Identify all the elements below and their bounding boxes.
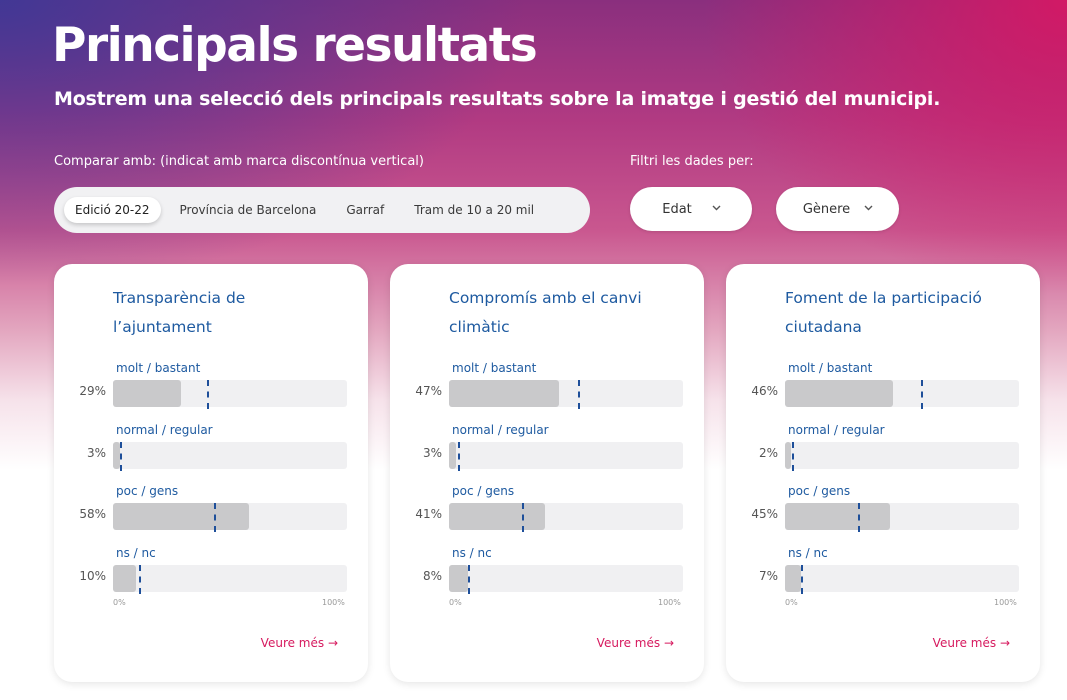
- bar-fill: [785, 442, 791, 469]
- age-filter-dropdown[interactable]: Edat: [630, 187, 752, 231]
- bar-track: [449, 380, 683, 409]
- bar-fill: [113, 565, 137, 592]
- comparison-marker: [458, 442, 461, 471]
- row-percentage: 3%: [422, 446, 442, 460]
- row-percentage: 41%: [415, 507, 442, 521]
- compare-option-edicio[interactable]: Edició 20-22: [64, 197, 161, 223]
- compare-label: Comparar amb: (indicat amb marca discont…: [54, 154, 424, 169]
- compare-option-provincia[interactable]: Província de Barcelona: [179, 203, 317, 217]
- result-card: Compromís amb el canvi climàtic molt / ba…: [390, 264, 704, 682]
- bar-fill: [449, 442, 457, 469]
- filter-label: Filtri les dades per:: [630, 154, 754, 169]
- row-label: ns / nc: [116, 546, 156, 560]
- axis-max-label: 100%: [322, 598, 345, 607]
- row-percentage: 3%: [86, 446, 106, 460]
- see-more-link[interactable]: Veure més →: [596, 636, 674, 650]
- bar-fill: [449, 565, 468, 592]
- comparison-marker: [213, 503, 216, 532]
- row-percentage: 7%: [758, 569, 778, 583]
- page-subtitle: Mostrem una selecció dels principals res…: [54, 88, 941, 110]
- bar-track: [785, 503, 1019, 532]
- bar-track: [449, 503, 683, 532]
- gender-filter-dropdown[interactable]: Gènere: [776, 187, 899, 231]
- compare-option-tram[interactable]: Tram de 10 a 20 mil: [414, 203, 535, 217]
- comparison-marker: [577, 380, 580, 409]
- result-card: Foment de la participació ciutadana molt …: [726, 264, 1040, 682]
- bar-track: [785, 442, 1019, 471]
- row-label: molt / bastant: [452, 361, 537, 375]
- gender-filter-label: Gènere: [802, 201, 851, 217]
- comparison-marker: [801, 565, 804, 594]
- bar-fill: [113, 503, 249, 530]
- page-title: Principals resultats: [52, 18, 538, 73]
- comparison-marker: [206, 380, 209, 409]
- comparison-marker: [792, 442, 795, 471]
- comparison-marker: [857, 503, 860, 532]
- row-label: normal / regular: [452, 423, 549, 437]
- row-label: molt / bastant: [116, 361, 201, 375]
- axis-min-label: 0%: [113, 598, 126, 607]
- bar-track: [113, 503, 347, 532]
- bar-track: [449, 565, 683, 594]
- axis-min-label: 0%: [449, 598, 462, 607]
- axis-max-label: 100%: [658, 598, 681, 607]
- row-label: poc / gens: [116, 484, 179, 498]
- bar-track: [785, 380, 1019, 409]
- bar-track: [113, 442, 347, 471]
- chevron-down-icon: [712, 205, 721, 213]
- comparison-marker: [920, 380, 923, 409]
- card-title: Compromís amb el canvi climàtic: [449, 289, 642, 336]
- bar-track: [113, 565, 347, 594]
- bar-fill: [785, 565, 802, 592]
- see-more-link[interactable]: Veure més →: [260, 636, 338, 650]
- age-filter-label: Edat: [662, 201, 692, 217]
- compare-segmented-control: Edició 20-22 Província de Barcelona Garr…: [54, 187, 590, 233]
- row-label: normal / regular: [788, 423, 885, 437]
- bar-fill: [785, 503, 891, 530]
- compare-option-garraf[interactable]: Garraf: [346, 203, 385, 217]
- row-percentage: 46%: [751, 384, 778, 398]
- bar-fill: [449, 503, 545, 530]
- row-percentage: 10%: [79, 569, 106, 583]
- see-more-link[interactable]: Veure més →: [932, 636, 1010, 650]
- card-title: Transparència de l’ajuntament: [113, 289, 246, 336]
- bar-track: [449, 442, 683, 471]
- row-label: poc / gens: [452, 484, 515, 498]
- row-percentage: 45%: [751, 507, 778, 521]
- comparison-marker: [521, 503, 524, 532]
- row-percentage: 29%: [79, 384, 106, 398]
- comparison-marker: [120, 442, 123, 471]
- bar-fill: [113, 380, 181, 407]
- bar-fill: [449, 380, 559, 407]
- bar-fill: [785, 380, 893, 407]
- chevron-down-icon: [864, 205, 873, 213]
- bar-track: [113, 380, 347, 409]
- axis-min-label: 0%: [785, 598, 798, 607]
- comparison-marker: [138, 565, 141, 594]
- row-label: normal / regular: [116, 423, 213, 437]
- row-label: molt / bastant: [788, 361, 873, 375]
- row-percentage: 8%: [422, 569, 442, 583]
- bar-track: [785, 565, 1019, 594]
- row-label: ns / nc: [788, 546, 828, 560]
- result-card: Transparència de l’ajuntament molt / bast…: [54, 264, 368, 682]
- row-percentage: 2%: [758, 446, 778, 460]
- axis-max-label: 100%: [994, 598, 1017, 607]
- card-title: Foment de la participació ciutadana: [785, 289, 982, 336]
- bar-fill: [113, 442, 121, 469]
- row-label: ns / nc: [452, 546, 492, 560]
- row-label: poc / gens: [788, 484, 851, 498]
- row-percentage: 47%: [415, 384, 442, 398]
- row-percentage: 58%: [79, 507, 106, 521]
- comparison-marker: [467, 565, 470, 594]
